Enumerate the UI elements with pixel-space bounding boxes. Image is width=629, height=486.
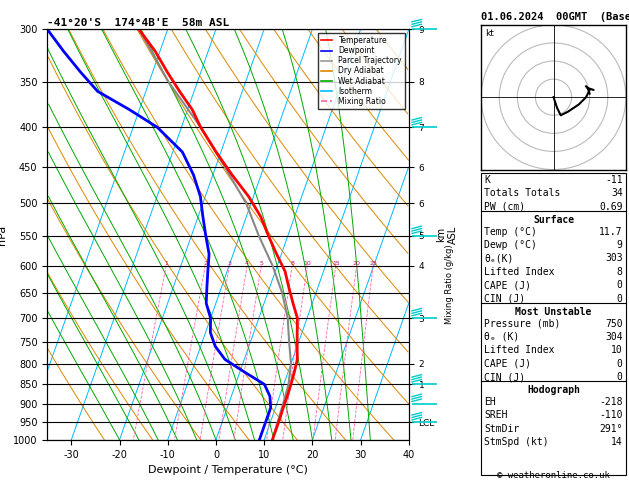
Text: StmDir: StmDir: [484, 424, 520, 434]
X-axis label: Dewpoint / Temperature (°C): Dewpoint / Temperature (°C): [148, 465, 308, 475]
Text: 304: 304: [605, 332, 623, 342]
Text: 9: 9: [617, 240, 623, 250]
Text: -41°20'S  174°4B'E  58m ASL: -41°20'S 174°4B'E 58m ASL: [47, 18, 230, 28]
Text: 8: 8: [617, 267, 623, 277]
Text: 34: 34: [611, 188, 623, 198]
Text: Lifted Index: Lifted Index: [484, 267, 555, 277]
Text: Most Unstable: Most Unstable: [515, 307, 592, 317]
Text: © weatheronline.co.uk: © weatheronline.co.uk: [497, 471, 610, 480]
Text: Hodograph: Hodograph: [527, 385, 580, 396]
Text: θₑ (K): θₑ (K): [484, 332, 520, 342]
Text: CAPE (J): CAPE (J): [484, 359, 532, 369]
Text: 0.69: 0.69: [599, 202, 623, 212]
Text: 0: 0: [617, 359, 623, 369]
Text: Temp (°C): Temp (°C): [484, 226, 537, 237]
Text: -218: -218: [599, 397, 623, 407]
Text: 3: 3: [227, 260, 231, 265]
Text: 5: 5: [259, 260, 263, 265]
Text: -11: -11: [605, 175, 623, 185]
Text: 10: 10: [611, 346, 623, 355]
Text: 25: 25: [369, 260, 377, 265]
Text: 303: 303: [605, 253, 623, 263]
Text: EH: EH: [484, 397, 496, 407]
Text: Lifted Index: Lifted Index: [484, 346, 555, 355]
Text: 291°: 291°: [599, 424, 623, 434]
Text: 14: 14: [611, 437, 623, 447]
Text: 8: 8: [290, 260, 294, 265]
Text: Mixing Ratio (g/kg): Mixing Ratio (g/kg): [445, 244, 454, 324]
Text: kt: kt: [485, 29, 494, 38]
Text: Pressure (mb): Pressure (mb): [484, 319, 560, 329]
Text: 11.7: 11.7: [599, 226, 623, 237]
Text: Surface: Surface: [533, 215, 574, 225]
Text: 750: 750: [605, 319, 623, 329]
Text: CIN (J): CIN (J): [484, 294, 525, 304]
Text: PW (cm): PW (cm): [484, 202, 525, 212]
Text: CIN (J): CIN (J): [484, 372, 525, 382]
Text: 10: 10: [303, 260, 311, 265]
Text: 0: 0: [617, 372, 623, 382]
Text: 1: 1: [164, 260, 168, 265]
Text: Dewp (°C): Dewp (°C): [484, 240, 537, 250]
Text: 20: 20: [353, 260, 360, 265]
Legend: Temperature, Dewpoint, Parcel Trajectory, Dry Adiabat, Wet Adiabat, Isotherm, Mi: Temperature, Dewpoint, Parcel Trajectory…: [318, 33, 405, 109]
Text: K: K: [484, 175, 490, 185]
Text: Totals Totals: Totals Totals: [484, 188, 560, 198]
Text: -110: -110: [599, 410, 623, 420]
Text: StmSpd (kt): StmSpd (kt): [484, 437, 549, 447]
Y-axis label: km
ASL: km ASL: [436, 226, 458, 243]
Y-axis label: hPa: hPa: [0, 225, 8, 244]
Text: 01.06.2024  00GMT  (Base: 18): 01.06.2024 00GMT (Base: 18): [481, 12, 629, 22]
Text: 0: 0: [617, 280, 623, 290]
Text: θₑ(K): θₑ(K): [484, 253, 514, 263]
Text: CAPE (J): CAPE (J): [484, 280, 532, 290]
Text: 15: 15: [332, 260, 340, 265]
Text: 2: 2: [203, 260, 207, 265]
Text: 0: 0: [617, 294, 623, 304]
Text: SREH: SREH: [484, 410, 508, 420]
Text: 4: 4: [245, 260, 249, 265]
